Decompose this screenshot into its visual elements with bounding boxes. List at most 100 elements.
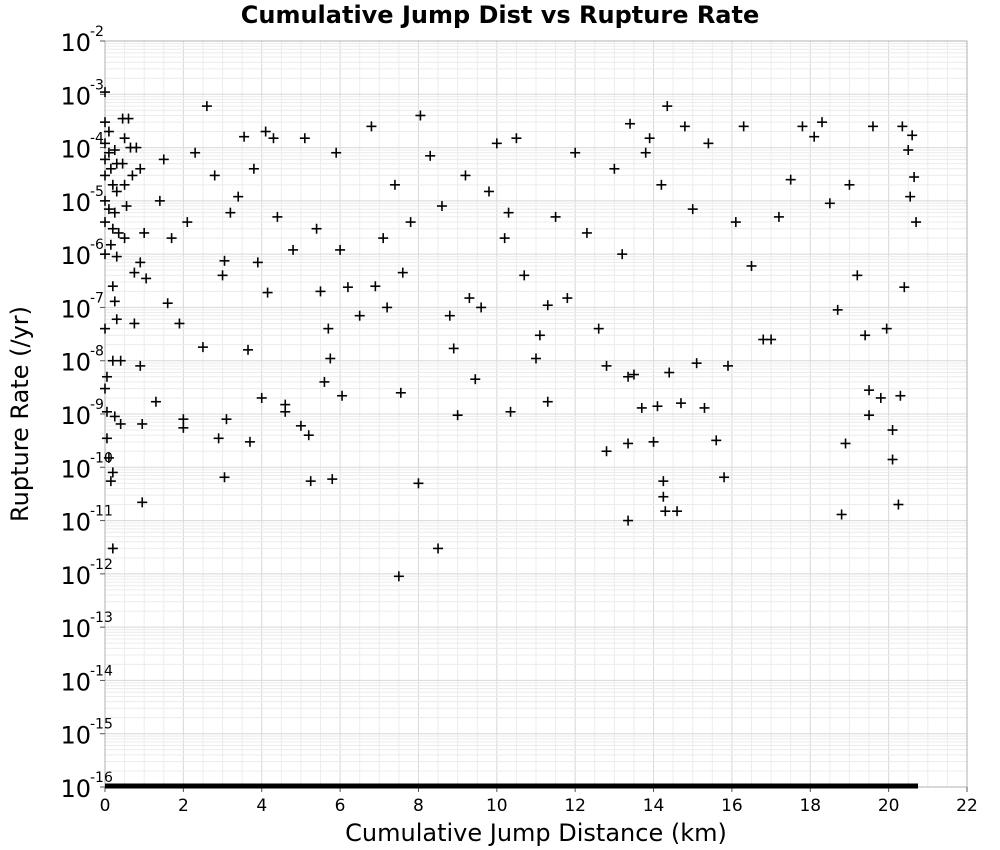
data-point xyxy=(327,474,338,485)
data-point xyxy=(824,198,835,209)
data-point xyxy=(703,138,714,149)
data-point xyxy=(738,121,749,132)
data-point xyxy=(864,385,875,396)
data-point xyxy=(100,323,110,334)
y-tick-label-base: 10 xyxy=(60,242,91,270)
data-point xyxy=(113,227,124,238)
data-point xyxy=(636,402,647,413)
data-point xyxy=(123,113,134,124)
data-point xyxy=(100,154,110,165)
data-point xyxy=(162,298,173,309)
data-point xyxy=(190,147,201,158)
data-point xyxy=(617,249,628,260)
data-point xyxy=(470,374,481,385)
y-tick-label-base: 10 xyxy=(60,295,91,323)
data-point xyxy=(117,158,128,169)
x-tick-label: 14 xyxy=(643,796,665,816)
data-point xyxy=(662,101,673,112)
y-tick-label-base: 10 xyxy=(60,775,91,803)
y-tick-label-exponent: -9 xyxy=(90,397,104,413)
data-point xyxy=(899,282,910,293)
y-tick-label-base: 10 xyxy=(60,402,91,430)
data-point xyxy=(389,179,400,190)
x-tick-label: 4 xyxy=(256,796,267,816)
data-points xyxy=(100,87,922,582)
data-point xyxy=(209,170,220,181)
data-point xyxy=(570,147,581,158)
data-point xyxy=(664,367,675,378)
data-point xyxy=(109,207,120,218)
data-point xyxy=(864,410,875,421)
data-point xyxy=(268,133,279,144)
data-point xyxy=(809,131,820,142)
x-tick-label: 8 xyxy=(413,796,424,816)
y-tick-label-base: 10 xyxy=(60,668,91,696)
y-tick-label-exponent: -11 xyxy=(90,504,113,520)
data-point xyxy=(137,418,148,429)
data-point xyxy=(233,191,244,202)
data-point xyxy=(107,467,118,478)
data-point xyxy=(875,392,886,403)
y-tick-label-exponent: -14 xyxy=(90,663,113,679)
data-point xyxy=(542,396,553,407)
data-point xyxy=(100,249,110,260)
data-point xyxy=(109,411,120,422)
data-point xyxy=(797,121,808,132)
data-point xyxy=(903,145,914,156)
data-point xyxy=(217,270,228,281)
data-point xyxy=(832,304,843,315)
data-point xyxy=(656,179,667,190)
data-point xyxy=(101,433,112,444)
data-point xyxy=(244,436,255,447)
x-tick-label: 6 xyxy=(335,796,346,816)
data-point xyxy=(860,330,871,341)
y-tick-label-base: 10 xyxy=(60,722,91,750)
data-point xyxy=(111,186,122,197)
data-point xyxy=(395,387,406,398)
data-point xyxy=(119,179,130,190)
data-point xyxy=(658,491,669,502)
data-point xyxy=(129,318,140,329)
data-point xyxy=(107,543,118,554)
data-point xyxy=(581,227,592,238)
data-point xyxy=(107,223,118,234)
data-point xyxy=(895,390,906,401)
data-point xyxy=(315,286,326,297)
data-point xyxy=(252,257,263,268)
data-point xyxy=(166,233,177,244)
x-tick-label: 20 xyxy=(878,796,900,816)
data-point xyxy=(699,402,710,413)
data-point xyxy=(178,414,189,425)
data-point xyxy=(305,476,316,487)
data-point xyxy=(840,438,851,449)
data-point xyxy=(499,233,510,244)
data-point xyxy=(141,273,152,284)
data-point xyxy=(397,267,408,278)
data-point xyxy=(178,422,189,433)
data-point xyxy=(562,293,573,304)
data-point xyxy=(644,133,655,144)
y-tick-label-exponent: -13 xyxy=(90,610,113,626)
data-point xyxy=(109,296,120,307)
data-point xyxy=(219,255,230,266)
y-tick-label-exponent: -4 xyxy=(90,131,104,147)
data-point xyxy=(413,478,424,489)
data-point xyxy=(115,418,126,429)
data-point xyxy=(280,399,291,410)
x-tick-label: 16 xyxy=(721,796,743,816)
y-tick-label-exponent: -8 xyxy=(90,344,104,360)
data-point xyxy=(405,217,416,228)
data-point xyxy=(260,126,271,137)
y-tick-label-exponent: -16 xyxy=(90,770,113,786)
data-point xyxy=(628,369,639,380)
data-point xyxy=(100,195,110,206)
data-point xyxy=(100,217,110,228)
x-tick-label: 2 xyxy=(178,796,189,816)
data-point xyxy=(887,425,898,436)
data-point xyxy=(542,300,553,311)
data-point xyxy=(135,163,146,174)
data-point xyxy=(354,310,365,321)
data-point xyxy=(154,195,165,206)
